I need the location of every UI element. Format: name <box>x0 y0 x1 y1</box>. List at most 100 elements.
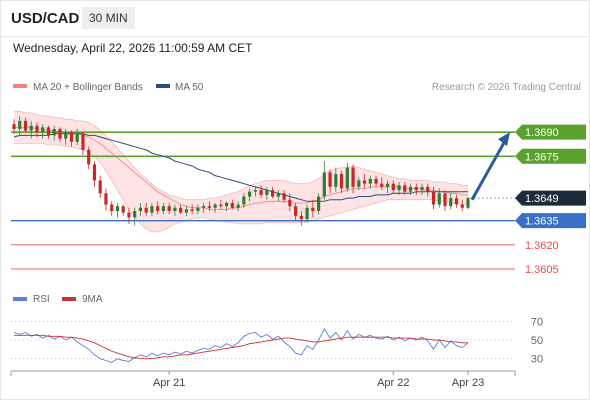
bollinger-band-fill <box>14 111 468 232</box>
candle <box>385 183 390 187</box>
candle <box>35 125 39 133</box>
candle <box>293 206 298 216</box>
candle <box>236 204 240 208</box>
candle <box>87 149 91 165</box>
candle <box>454 198 459 205</box>
ma9-line <box>14 334 468 360</box>
ma50-line <box>13 133 468 202</box>
candle <box>374 178 378 184</box>
candle <box>414 186 418 191</box>
candle <box>179 207 183 213</box>
level-label-1.3649: 1.3649 <box>525 193 559 205</box>
candle <box>18 120 22 129</box>
candle <box>357 180 361 187</box>
candle <box>144 207 148 213</box>
level-tag-1.3675 <box>515 148 586 164</box>
timeframe-button[interactable]: 30 MIN <box>82 7 135 29</box>
candle <box>311 207 315 211</box>
ma50-legend-label: MA 50 <box>175 82 204 93</box>
rsi-plot: 70 50 30 <box>11 316 543 366</box>
ma9-legend-label: 9MA <box>82 294 103 305</box>
candle <box>391 183 395 191</box>
candle <box>230 202 234 208</box>
candle <box>449 198 453 207</box>
candle <box>288 199 292 207</box>
candle <box>156 206 160 211</box>
level-label-1.3605: 1.3605 <box>525 264 559 276</box>
candle <box>58 128 62 139</box>
credit-text: Research © 2026 Trading Central <box>432 82 581 93</box>
candle <box>92 164 97 181</box>
candle <box>271 190 275 197</box>
main-plot: 1.3690 1.3675 1.3649 1.3635 1.3620 1.3605 <box>11 110 586 276</box>
rsi-line <box>13 327 469 363</box>
candle <box>362 180 367 184</box>
x-tick-label: Apr 21 <box>153 377 185 389</box>
candle <box>64 132 68 139</box>
candle <box>133 211 137 218</box>
x-tick-label: Apr 23 <box>452 377 484 389</box>
candle <box>259 190 263 195</box>
candle <box>265 190 269 195</box>
candle <box>12 124 16 129</box>
candle <box>202 206 206 208</box>
forecast-arrow-shaft <box>470 138 508 201</box>
candle <box>437 193 441 205</box>
candle <box>29 125 33 131</box>
candle <box>345 167 349 189</box>
rsi-legend-label: RSI <box>33 294 50 305</box>
candle <box>167 206 171 211</box>
candle <box>196 207 200 211</box>
candle <box>408 186 413 192</box>
candle <box>52 128 56 136</box>
candle <box>334 174 338 187</box>
candle <box>420 186 424 191</box>
candle <box>305 207 309 220</box>
forecast-arrow-head <box>498 132 510 147</box>
candle <box>328 172 332 187</box>
candle <box>138 207 143 211</box>
candle <box>225 202 229 207</box>
candle <box>219 204 223 207</box>
candle <box>184 209 189 213</box>
header-bar: USD/CAD 30 MIN <box>0 0 590 37</box>
candle <box>98 180 102 194</box>
candle <box>397 185 401 191</box>
candle <box>104 193 108 205</box>
ma9-legend-swatch <box>62 297 76 301</box>
rsi-tick-30: 30 <box>531 354 543 366</box>
level-label-1.3675: 1.3675 <box>525 151 559 163</box>
symbol-title: USD/CAD <box>11 10 80 27</box>
bb-legend-label: MA 20 + Bollinger Bands <box>33 82 143 93</box>
datetime-label: Wednesday, April 22, 2026 11:00:59 AM CE… <box>13 41 253 55</box>
candle <box>339 174 344 189</box>
candle <box>161 206 166 211</box>
candle <box>431 191 436 205</box>
candle <box>127 212 131 218</box>
candle <box>276 193 280 197</box>
legend: MA 20 + Bollinger Bands MA 50 Research ©… <box>13 82 581 305</box>
candle <box>460 204 464 208</box>
candle <box>115 206 120 211</box>
level-tag-1.3690 <box>515 124 586 140</box>
bb-upper-line <box>14 110 468 201</box>
candle <box>380 183 384 187</box>
candle <box>81 133 85 150</box>
candle <box>46 127 51 136</box>
candle <box>190 209 194 211</box>
x-tick-label: Apr 22 <box>377 377 409 389</box>
candle <box>316 196 321 211</box>
x-axis: Apr 21 Apr 22 Apr 23 <box>10 370 516 389</box>
candle <box>207 206 211 208</box>
candle <box>75 133 79 142</box>
candle <box>299 215 303 220</box>
candle <box>69 132 74 142</box>
level-label-1.3620: 1.3620 <box>525 240 559 252</box>
level-tag-1.3635 <box>515 213 586 229</box>
rsi-tick-70: 70 <box>531 316 543 328</box>
candle <box>322 172 326 197</box>
candle <box>110 204 114 211</box>
candle <box>351 167 355 187</box>
candle <box>253 190 257 192</box>
